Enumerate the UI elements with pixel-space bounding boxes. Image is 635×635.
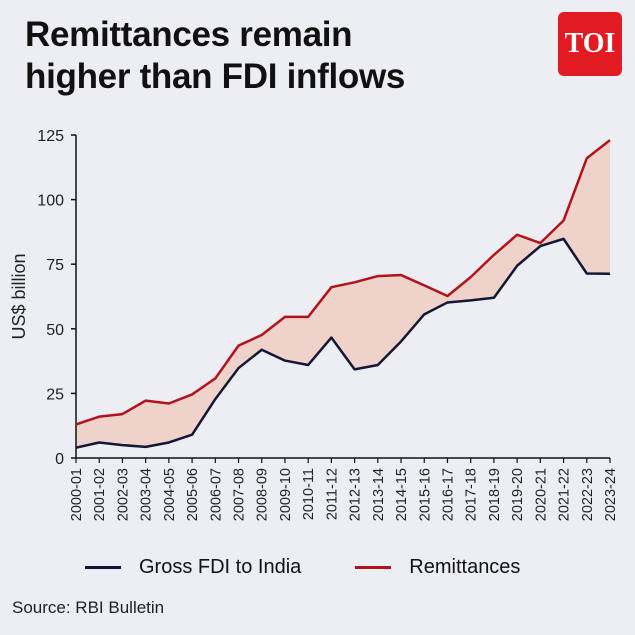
chart-title: Remittances remain higher than FDI inflo…: [25, 14, 405, 98]
x-tick-label: 2020-21: [533, 468, 549, 521]
title-line-1: Remittances remain: [25, 15, 353, 54]
line-chart: 0 25 50 75 100 125 2000-01 2001-02 2002-03 2003-0…: [9, 128, 619, 521]
x-tick-label: 2011-12: [324, 468, 340, 520]
y-axis-label: US$ billion: [9, 253, 29, 339]
x-tick-label: 2006-07: [208, 468, 224, 521]
x-tick-label: 2010-11: [301, 468, 317, 520]
y-tick-label: 125: [37, 128, 64, 145]
x-tick-label: 2009-10: [278, 468, 294, 521]
x-tick-label: 2003-04: [139, 468, 155, 521]
x-tick-label: 2022-23: [580, 468, 596, 521]
logo-text: TOI: [564, 28, 616, 59]
title-line-2: higher than FDI inflows: [25, 57, 406, 96]
y-tick-label: 100: [37, 193, 64, 210]
x-tick-label: 2016-17: [440, 468, 456, 521]
x-tick-label: 2002-03: [115, 468, 131, 521]
source-note: Source: RBI Bulletin: [12, 598, 165, 617]
legend-item-remittances: Remittances: [355, 556, 520, 579]
remittances-line: [75, 139, 611, 426]
y-tick-label: 50: [46, 322, 64, 339]
toi-logo: TOI: [558, 12, 622, 76]
x-tick-label: 2018-19: [487, 468, 503, 521]
legend-label-fdi: Gross FDI to India: [139, 556, 302, 578]
x-tick-label: 2014-15: [394, 468, 410, 521]
x-tick-label: 2017-18: [464, 468, 480, 521]
x-tick-label: 2021-22: [557, 468, 573, 521]
x-tick-label: 2012-13: [348, 468, 364, 521]
x-tick-label: 2000-01: [69, 468, 85, 521]
x-tick-label: 2005-06: [185, 468, 201, 521]
legend: Gross FDI to India Remittances: [85, 556, 520, 579]
x-tick-label: 2004-05: [162, 468, 178, 521]
legend-swatch-remittances: [355, 566, 392, 569]
legend-swatch-fdi: [85, 566, 121, 569]
x-tick-label: 2019-20: [510, 468, 526, 521]
fill-between-area: [76, 140, 610, 448]
x-tick-label: 2001-02: [92, 468, 108, 521]
x-tick-label: 2015-16: [417, 468, 433, 521]
legend-item-fdi: Gross FDI to India: [85, 556, 301, 579]
y-tick-label: 75: [46, 257, 64, 274]
x-tick-label: 2008-09: [255, 468, 271, 521]
y-tick-label: 25: [46, 386, 64, 403]
fdi-line: [75, 237, 611, 449]
x-tick-label: 2013-14: [371, 468, 387, 521]
y-tick-label: 0: [55, 451, 64, 468]
x-tick-label: 2023-24: [603, 468, 619, 521]
legend-label-remittances: Remittances: [409, 556, 521, 578]
x-tick-label: 2007-08: [232, 468, 248, 521]
